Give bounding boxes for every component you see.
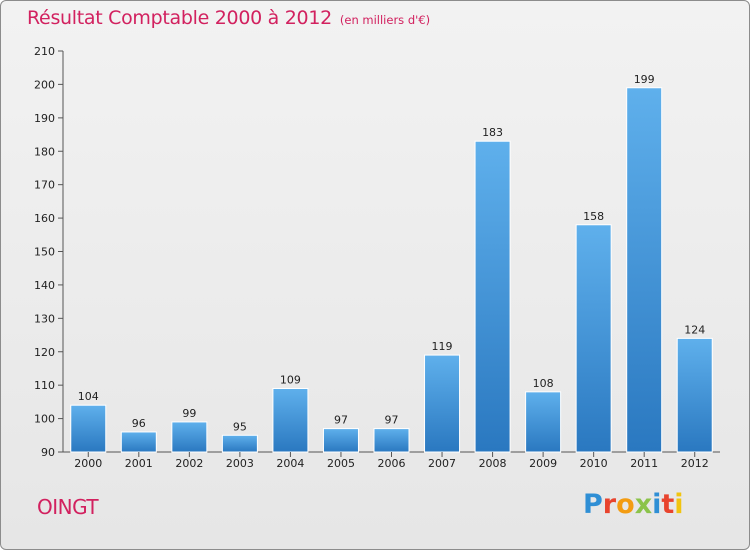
logo-letter: i xyxy=(674,489,684,520)
bar xyxy=(474,140,511,453)
bar-value-label: 109 xyxy=(280,374,301,387)
logo-letter: P xyxy=(583,489,603,520)
y-tick-label: 150 xyxy=(34,246,55,259)
y-tick-label: 180 xyxy=(34,145,55,158)
x-tick-label: 2002 xyxy=(175,457,203,470)
x-tick-label: 2001 xyxy=(125,457,153,470)
x-tick-label: 2012 xyxy=(681,457,709,470)
bar-value-label: 97 xyxy=(334,414,348,427)
y-tick-label: 170 xyxy=(34,179,55,192)
bar-value-label: 96 xyxy=(132,417,146,430)
commune-name: OINGT xyxy=(37,495,99,519)
bar xyxy=(575,224,612,453)
chart-subtitle: (en milliers d'€) xyxy=(339,13,431,27)
y-tick-label: 130 xyxy=(34,312,55,325)
bar xyxy=(373,428,410,453)
bar-value-label: 183 xyxy=(482,126,503,139)
y-tick-label: 190 xyxy=(34,112,55,125)
bar xyxy=(221,434,258,453)
bar xyxy=(626,87,663,453)
x-tick-label: 2010 xyxy=(580,457,608,470)
y-tick-label: 140 xyxy=(34,279,55,292)
y-tick-label: 200 xyxy=(34,78,55,91)
y-tick-label: 160 xyxy=(34,212,55,225)
chart-title: Résultat Comptable 2000 à 2012 (en millie… xyxy=(27,7,430,29)
logo-letter: x xyxy=(634,489,653,520)
bar xyxy=(525,391,562,453)
bar-value-label: 95 xyxy=(233,420,247,433)
bar-value-label: 199 xyxy=(634,73,655,86)
y-tick-label: 210 xyxy=(34,45,55,58)
bar xyxy=(120,431,157,453)
x-tick-label: 2004 xyxy=(276,457,304,470)
bar xyxy=(70,404,107,453)
x-tick-label: 2007 xyxy=(428,457,456,470)
bar xyxy=(322,428,359,453)
bar-value-label: 158 xyxy=(583,210,604,223)
bar-value-label: 119 xyxy=(432,340,453,353)
x-tick-label: 2008 xyxy=(479,457,507,470)
bar-value-label: 99 xyxy=(182,407,196,420)
y-tick-label: 100 xyxy=(34,413,55,426)
x-tick-label: 2009 xyxy=(529,457,557,470)
x-tick-label: 2000 xyxy=(74,457,102,470)
logo-letter: o xyxy=(616,489,635,520)
bar-value-label: 97 xyxy=(385,414,399,427)
y-tick-label: 110 xyxy=(34,379,55,392)
x-tick-label: 2006 xyxy=(378,457,406,470)
y-tick-label: 120 xyxy=(34,346,55,359)
bar-value-label: 108 xyxy=(533,377,554,390)
proxiti-logo: Proxiti xyxy=(583,489,684,520)
bar xyxy=(676,337,713,453)
x-tick-label: 2005 xyxy=(327,457,355,470)
logo-letter: i xyxy=(652,489,662,520)
bar xyxy=(171,421,208,453)
x-tick-label: 2003 xyxy=(226,457,254,470)
logo-letter: r xyxy=(602,489,617,520)
bar-value-label: 124 xyxy=(684,323,705,336)
logo-letter: t xyxy=(661,489,675,520)
y-tick-label: 90 xyxy=(41,446,55,459)
x-tick-label: 2011 xyxy=(630,457,658,470)
bar xyxy=(424,354,461,453)
bar xyxy=(272,388,309,453)
bar-value-label: 104 xyxy=(78,390,99,403)
chart-title-text: Résultat Comptable 2000 à 2012 xyxy=(27,7,332,29)
